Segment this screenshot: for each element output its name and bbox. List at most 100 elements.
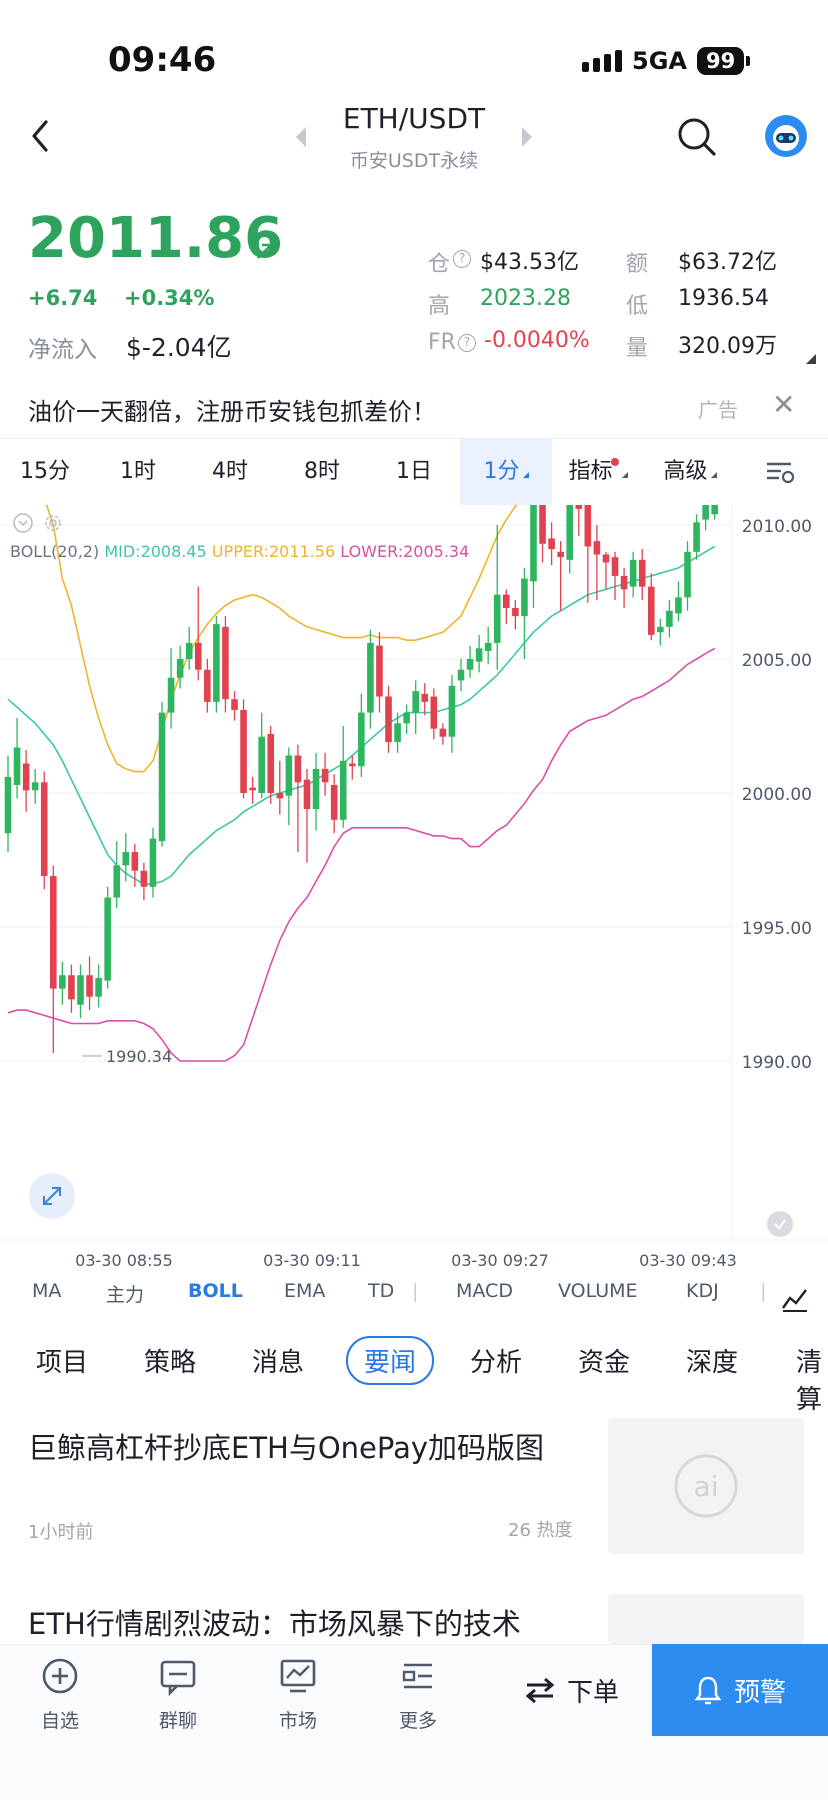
avatar-bot-icon[interactable] (764, 114, 808, 158)
indicator-main-tab[interactable]: TD (368, 1280, 395, 1302)
indicator-sub-tab[interactable]: KDJ (686, 1280, 719, 1302)
y-tick-label: 2005.00 (742, 651, 812, 671)
chart-settings-icon[interactable] (744, 439, 816, 505)
last-price: 2011.86 (28, 206, 284, 271)
news-title[interactable]: ETH行情剧烈波动：市场风暴下的技术 (28, 1607, 521, 1641)
candle-body (13, 747, 21, 785)
nav-chat[interactable]: 群聊 (128, 1656, 228, 1733)
stat-label: 低 (626, 294, 649, 319)
y-tick-label: 1995.00 (742, 919, 812, 939)
candle-body (412, 691, 419, 713)
pair-title[interactable]: ETH/USDT (342, 102, 486, 135)
prev-pair-icon[interactable] (294, 126, 308, 148)
candle-body (22, 763, 30, 791)
stat-value: 1936.54 (678, 286, 769, 311)
x-tick-label: 03-30 09:43 (639, 1251, 737, 1270)
timeframe-tab[interactable]: 8时 (276, 439, 368, 505)
indicator-main-tab[interactable]: 主力 (106, 1284, 145, 1306)
candle-body (521, 578, 528, 617)
boll-mid: MID:2008.45 (104, 542, 207, 561)
nav-market[interactable]: 市场 (248, 1656, 348, 1733)
signal-icon (582, 50, 622, 72)
timeframe-tab[interactable]: 指标 (552, 439, 644, 505)
timeframe-tab[interactable]: 高级 (644, 439, 736, 505)
candle-body (394, 723, 401, 743)
boll-lower-line (7, 647, 716, 1062)
news-tab[interactable]: 项目 (36, 1348, 89, 1378)
news-tab[interactable]: 资金 (578, 1348, 631, 1378)
price-change: +6.74 (28, 286, 98, 310)
candle-body (86, 975, 93, 997)
candle-body (339, 760, 347, 820)
boll-legend: BOLL(20,2) MID:2008.45 UPPER:2011.56 LOW… (10, 542, 469, 561)
news-tab[interactable]: 策略 (144, 1348, 197, 1378)
news-title[interactable]: 巨鲸高杠杆抄底ETH与OnePay加码版图 (28, 1431, 545, 1465)
battery-icon: 99 (696, 47, 745, 75)
timeframe-label: 15分 (20, 459, 70, 484)
pair-subtitle: 币安USDT永续 (349, 150, 479, 172)
candle-body (158, 712, 166, 842)
help-icon[interactable]: ? (458, 334, 476, 352)
candle-body (548, 538, 555, 550)
candle-body (167, 677, 175, 713)
close-icon[interactable]: ✕ (772, 388, 796, 421)
expand-icon[interactable] (28, 1172, 76, 1220)
timeframe-tab[interactable]: 1日 (368, 439, 460, 505)
candle-body (711, 505, 718, 515)
timeframe-tab[interactable]: 4时 (184, 439, 276, 505)
indicator-sub-tab[interactable]: VOLUME (558, 1280, 638, 1302)
collapse-icon[interactable] (12, 512, 34, 534)
news-thumbnail[interactable] (608, 1594, 804, 1644)
bell-icon (694, 1676, 722, 1705)
gear-icon[interactable] (42, 512, 64, 534)
candle-body (385, 696, 392, 743)
indicator-sub-tab[interactable]: MACD (456, 1280, 513, 1302)
alert-button[interactable]: 预警 (652, 1644, 828, 1736)
news-tab[interactable]: 要闻 (346, 1336, 435, 1385)
reset-view-icon[interactable] (766, 1210, 794, 1238)
news-tab[interactable]: 深度 (686, 1348, 739, 1378)
stat-value: -0.0040% (484, 328, 590, 353)
y-tick-label: 2000.00 (742, 785, 812, 805)
timeframe-tab[interactable]: 1分 (460, 439, 552, 505)
timeframe-tab[interactable]: 15分 (0, 439, 90, 505)
net-inflow-label: 净流入 (28, 337, 97, 363)
x-tick-label: 03-30 08:55 (75, 1251, 173, 1270)
candle-body (122, 851, 130, 866)
order-button[interactable]: 下单 (492, 1644, 652, 1736)
dropdown-triangle-icon (522, 472, 529, 478)
news-tab[interactable]: 分析 (470, 1348, 523, 1378)
ad-text[interactable]: 油价一天翻倍，注册币安钱包抓差价！ (28, 398, 436, 426)
indicator-main-tab[interactable]: BOLL (188, 1280, 243, 1302)
news-tab[interactable]: 消息 (252, 1348, 305, 1378)
candle-body (684, 551, 691, 598)
drawing-tool-icon[interactable] (780, 1284, 810, 1314)
search-icon[interactable] (676, 116, 718, 158)
alert-label: 预警 (733, 1677, 786, 1708)
timeframe-tab[interactable]: 1时 (92, 439, 184, 505)
kline-chart[interactable]: 2010.00 2005.00 2000.00 1995.00 1990.00 03-30… (0, 505, 828, 1280)
dropdown-triangle-icon (621, 472, 628, 478)
candle-body (258, 736, 265, 793)
indicator-main-tab[interactable]: MA (32, 1280, 62, 1302)
candle-body (475, 648, 483, 662)
boll-upper: UPPER:2011.56 (211, 542, 336, 561)
candle-body (140, 870, 148, 887)
candle-body (285, 755, 293, 796)
nav-watchlist[interactable]: 自选 (10, 1656, 110, 1733)
candle-body (303, 779, 311, 810)
news-thumbnail[interactable]: ai (608, 1418, 804, 1554)
candle-body (466, 659, 474, 670)
nav-label: 市场 (278, 1710, 317, 1732)
news-tab[interactable]: 清算 (796, 1348, 823, 1415)
net-inflow-value: $-2.04亿 (126, 333, 232, 362)
next-pair-icon[interactable] (520, 126, 534, 148)
help-icon[interactable]: ? (453, 250, 471, 268)
stat-label: FR (428, 330, 456, 355)
candle-body (484, 642, 492, 651)
indicator-main-tab[interactable]: EMA (284, 1280, 326, 1302)
back-icon[interactable] (28, 118, 52, 154)
nav-more[interactable]: 更多 (368, 1656, 468, 1733)
candle-body (194, 642, 202, 670)
candle-body (31, 782, 39, 791)
